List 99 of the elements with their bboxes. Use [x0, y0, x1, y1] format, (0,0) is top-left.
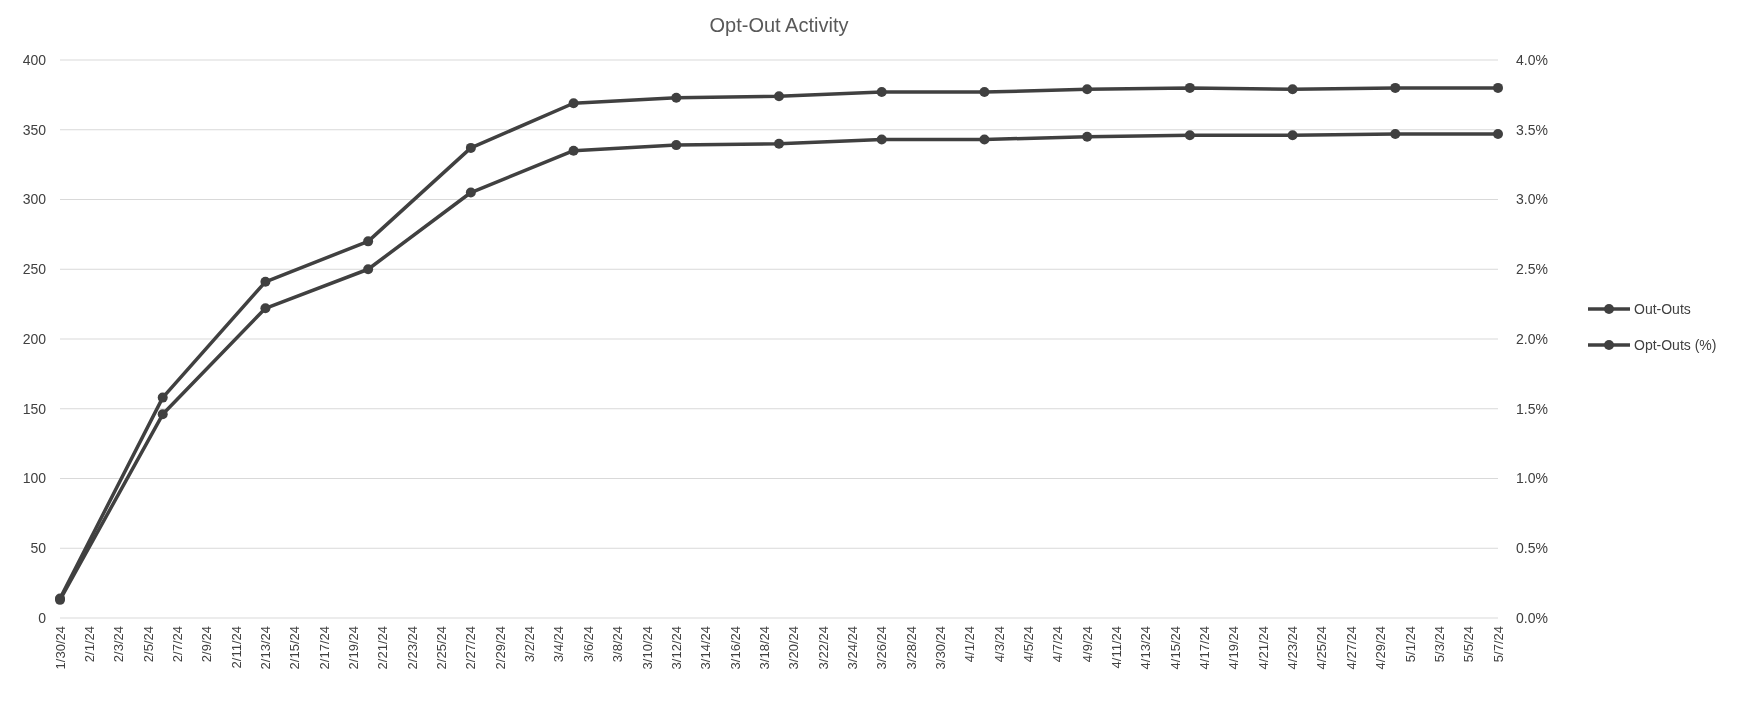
chart-title: Opt-Out Activity	[709, 14, 849, 36]
y2-tick-label: 1.5%	[1516, 400, 1548, 417]
x-tick-label: 2/3/24	[111, 626, 127, 663]
y-tick-label: 400	[22, 51, 47, 68]
x-tick-label: 4/3/24	[991, 626, 1007, 663]
x-tick-label: 4/23/24	[1285, 626, 1301, 670]
x-tick-label: 3/8/24	[610, 626, 626, 663]
point	[1390, 128, 1401, 139]
point	[157, 392, 168, 403]
y2-tick-label: 3.5%	[1516, 121, 1548, 138]
y-tick-label: 150	[22, 400, 47, 417]
x-tick-label: 4/19/24	[1226, 626, 1242, 670]
point	[1287, 84, 1298, 95]
x-tick-label: 4/5/24	[1021, 626, 1036, 663]
point	[671, 140, 682, 151]
point	[1082, 84, 1093, 95]
point	[671, 92, 682, 103]
point	[1390, 82, 1401, 93]
y-tick-label: 0	[38, 609, 47, 626]
y-tick-label: 250	[22, 261, 47, 278]
point	[363, 264, 374, 275]
y2-tick-label: 4.0%	[1516, 51, 1548, 68]
x-tick-label: 3/14/24	[698, 626, 714, 670]
x-tick-label: 4/29/24	[1373, 626, 1389, 670]
x-tick-label: 2/21/24	[375, 626, 391, 670]
x-tick-label: 3/4/24	[551, 626, 567, 663]
x-tick-label: 2/5/24	[140, 626, 156, 663]
x-tick-label: 3/2/24	[522, 626, 538, 663]
point	[876, 87, 887, 98]
x-tick-label: 4/9/24	[1079, 626, 1095, 663]
point	[465, 187, 476, 198]
x-tick-label: 4/15/24	[1167, 626, 1183, 670]
x-tick-label: 4/13/24	[1138, 626, 1154, 670]
x-tick-label: 2/13/24	[257, 626, 273, 670]
x-tick-label: 4/7/24	[1050, 626, 1066, 663]
point	[465, 142, 476, 153]
y2-tick-label: 3.0%	[1516, 191, 1548, 208]
legend-label: Out-Outs	[1634, 300, 1691, 317]
point	[568, 98, 579, 109]
x-tick-label: 5/7/24	[1490, 626, 1506, 663]
y2-tick-label: 0.5%	[1516, 540, 1548, 557]
x-tick-label: 2/19/24	[346, 626, 362, 670]
x-tick-label: 3/20/24	[786, 626, 802, 670]
x-tick-label: 3/10/24	[639, 626, 655, 670]
x-tick-label: 2/17/24	[316, 626, 332, 670]
x-tick-label: 5/5/24	[1461, 626, 1477, 663]
x-tick-label: 5/1/24	[1402, 626, 1418, 663]
x-tick-label: 4/25/24	[1314, 626, 1330, 670]
x-tick-label: 3/24/24	[844, 626, 860, 670]
x-tick-label: 3/30/24	[932, 626, 948, 670]
point	[979, 87, 990, 98]
x-tick-label: 2/23/24	[404, 626, 420, 670]
y-tick-label: 300	[22, 191, 47, 208]
point	[774, 138, 784, 149]
x-tick-label: 2/25/24	[434, 626, 450, 670]
x-tick-label: 3/26/24	[874, 626, 890, 670]
point	[1082, 131, 1093, 142]
x-tick-label: 2/15/24	[287, 626, 303, 670]
x-tick-label: 4/1/24	[962, 626, 978, 663]
y-tick-label: 200	[22, 330, 47, 347]
point	[260, 276, 271, 287]
x-tick-label: 2/29/24	[492, 626, 508, 670]
point	[979, 134, 990, 145]
x-tick-label: 3/16/24	[727, 626, 743, 670]
x-tick-label: 4/21/24	[1255, 626, 1271, 670]
y2-tick-label: 2.5%	[1516, 261, 1548, 278]
x-tick-label: 3/28/24	[903, 626, 919, 670]
point	[260, 303, 271, 314]
x-tick-label: 3/22/24	[815, 626, 831, 670]
x-tick-label: 4/17/24	[1197, 626, 1213, 670]
point	[1184, 130, 1195, 141]
x-tick-label: 3/6/24	[580, 626, 596, 663]
y2-tick-label: 1.0%	[1516, 470, 1548, 487]
x-tick-label: 3/18/24	[756, 626, 772, 670]
legend-label: Opt-Outs (%)	[1634, 336, 1717, 353]
x-tick-label: 5/3/24	[1431, 626, 1447, 663]
x-tick-label: 2/7/24	[169, 626, 185, 663]
point	[1287, 130, 1298, 141]
point	[1184, 82, 1195, 93]
y-tick-label: 350	[22, 121, 47, 138]
point	[1493, 128, 1503, 139]
x-tick-label: 1/30/24	[52, 626, 68, 670]
x-tick-label: 2/11/24	[228, 626, 244, 669]
y-tick-label: 100	[22, 470, 47, 487]
x-tick-label: 2/27/24	[463, 626, 479, 670]
x-tick-label: 4/11/24	[1109, 626, 1125, 669]
y2-tick-label: 2.0%	[1516, 330, 1548, 347]
point	[774, 91, 784, 102]
y2-tick-label: 0.0%	[1516, 609, 1548, 626]
point	[363, 236, 374, 247]
x-tick-label: 2/1/24	[81, 626, 97, 663]
point	[876, 134, 887, 145]
x-tick-label: 3/12/24	[668, 626, 684, 670]
y-tick-label: 50	[30, 540, 47, 557]
x-tick-label: 4/27/24	[1343, 626, 1359, 670]
point	[157, 409, 168, 420]
x-tick-label: 2/9/24	[199, 626, 215, 663]
point	[1493, 82, 1503, 93]
point	[568, 145, 579, 156]
